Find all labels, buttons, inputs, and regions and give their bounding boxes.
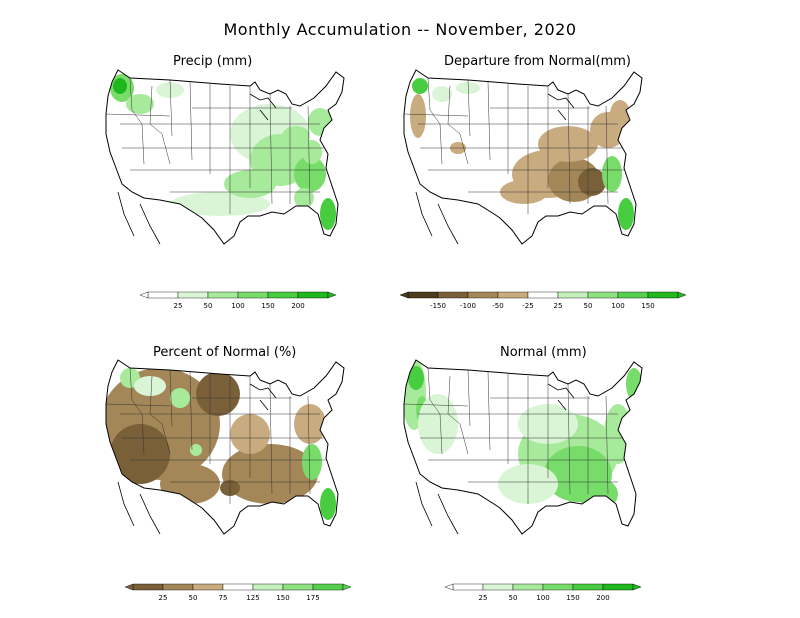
legend-swatch	[482, 583, 514, 591]
legend-tick-label: 150	[276, 594, 289, 602]
map-departure	[403, 69, 643, 245]
legend-swatch	[207, 291, 239, 299]
legend-tick-label: 200	[291, 302, 304, 310]
legend-tick-label: 125	[246, 594, 259, 602]
legend-tick-label: -50	[492, 302, 503, 310]
legend-swatch	[572, 583, 604, 591]
legend-swatch	[557, 291, 589, 299]
legend-tick-label: 75	[219, 594, 228, 602]
legend-tick-label: 150	[641, 302, 654, 310]
legend-swatch	[602, 583, 634, 591]
legend-arrow-left	[139, 291, 149, 299]
legend-swatch	[147, 291, 179, 299]
legend-tick-label: 100	[611, 302, 624, 310]
panel-title-percent: Percent of Normal (%)	[153, 345, 297, 360]
legend-swatch	[437, 291, 469, 299]
map-percent	[105, 359, 345, 535]
legend-tick-label: 50	[509, 594, 518, 602]
panel-title-normal: Normal (mm)	[500, 345, 587, 360]
legend-tick-label: 25	[174, 302, 183, 310]
legend-arrow-right	[342, 583, 352, 591]
legend-arrow-left	[399, 291, 409, 299]
legend-tick-label: 100	[536, 594, 549, 602]
legend-swatch	[162, 583, 194, 591]
legend-normal: 25 50 100 150 200	[444, 583, 642, 602]
legend-tick-label: -150	[430, 302, 446, 310]
legend-tick-label: 50	[189, 594, 198, 602]
legend-swatch	[237, 291, 269, 299]
legend-swatch	[647, 291, 679, 299]
legend-tick-label: -100	[460, 302, 476, 310]
legend-tick-label: 150	[566, 594, 579, 602]
legend-swatch	[297, 291, 329, 299]
legend-swatch	[497, 291, 529, 299]
legend-tick-label: 50	[204, 302, 213, 310]
legend-swatch	[312, 583, 344, 591]
legend-swatch	[252, 583, 284, 591]
map-precip	[105, 69, 345, 245]
legend-tick-label: 25	[159, 594, 168, 602]
legend-swatch	[132, 583, 164, 591]
legend-swatch	[192, 583, 224, 591]
panel-title-departure: Departure from Normal(mm)	[444, 54, 631, 69]
legend-tick-label: 25	[554, 302, 563, 310]
figure-title: Monthly Accumulation -- November, 2020	[223, 20, 577, 39]
panel-title-precip: Precip (mm)	[173, 54, 253, 69]
legend-swatch	[587, 291, 619, 299]
legend-swatch	[177, 291, 209, 299]
legend-swatch	[512, 583, 544, 591]
legend-tick-label: 25	[479, 594, 488, 602]
legend-swatch	[267, 291, 299, 299]
legend-arrow-right	[327, 291, 337, 299]
legend-swatch	[222, 583, 254, 591]
legend-tick-label: -25	[522, 302, 533, 310]
legend-tick-label: 50	[584, 302, 593, 310]
legend-swatch	[527, 291, 559, 299]
legend-tick-label: 175	[306, 594, 319, 602]
legend-arrow-left	[124, 583, 134, 591]
legend-tick-label: 100	[231, 302, 244, 310]
legend-arrow-right	[632, 583, 642, 591]
legend-swatch	[617, 291, 649, 299]
legend-swatch	[407, 291, 439, 299]
legend-percent: 25 50 75 125 150 175	[124, 583, 352, 602]
legend-swatch	[467, 291, 499, 299]
legend-precip: 25 50 100 150 200	[139, 291, 337, 310]
legend-departure: -150 -100 -50 -25 25 50 100 150	[399, 291, 687, 310]
legend-swatch	[542, 583, 574, 591]
legend-swatch	[282, 583, 314, 591]
legend-tick-label: 200	[596, 594, 609, 602]
legend-arrow-right	[677, 291, 687, 299]
legend-swatch	[452, 583, 484, 591]
legend-arrow-left	[444, 583, 454, 591]
legend-tick-label: 150	[261, 302, 274, 310]
map-normal	[403, 359, 643, 535]
